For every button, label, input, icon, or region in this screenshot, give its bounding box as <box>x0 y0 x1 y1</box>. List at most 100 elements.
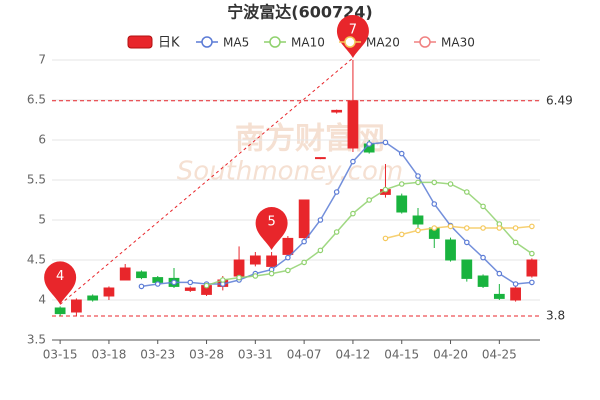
pin-shape <box>44 261 77 305</box>
pin-shape <box>336 15 369 58</box>
ma-point <box>268 270 275 277</box>
x-tick-label: 03-18 <box>91 348 126 362</box>
legend-marker <box>269 36 281 48</box>
ma-point <box>398 231 405 238</box>
candle-body <box>396 195 408 213</box>
ma-point <box>480 225 486 231</box>
y-tick-label: 6 <box>38 133 46 147</box>
ma-point <box>252 273 259 279</box>
x-tick-label: 04-20 <box>433 348 468 362</box>
ma-point <box>431 225 438 231</box>
candle-body <box>282 237 294 255</box>
pin-label: 7 <box>349 23 357 38</box>
pin-label: 5 <box>267 215 275 230</box>
watermark: Southmoney.com <box>177 157 403 187</box>
ma-point <box>350 210 356 217</box>
x-tick-label: 04-07 <box>287 348 322 362</box>
candle-body <box>477 275 489 287</box>
ma-point <box>496 270 503 277</box>
ma-point <box>529 279 535 286</box>
candle-body <box>347 100 359 149</box>
legend-marker <box>419 36 431 48</box>
ma-point <box>480 254 486 261</box>
candle-body <box>461 259 473 279</box>
y-tick-label: 4.5 <box>27 253 46 267</box>
candle-body <box>184 287 196 291</box>
x-tick-label: 04-25 <box>482 348 517 362</box>
watermark: 南方财富网 <box>235 122 385 157</box>
candle-body <box>136 271 147 279</box>
ma-point <box>171 279 177 286</box>
ma-point <box>382 235 389 242</box>
ma-point <box>317 217 324 223</box>
ma-point <box>512 225 519 231</box>
candle-body <box>266 255 277 267</box>
y-tick-label: 5.5 <box>27 173 46 187</box>
ma-point <box>447 223 454 230</box>
y-tick-label: 7 <box>38 53 46 67</box>
legend-marker <box>201 36 213 48</box>
pin-label: 4 <box>56 269 64 284</box>
ma-point <box>317 247 324 254</box>
ma-point <box>496 225 503 231</box>
ma-point <box>285 254 291 261</box>
x-tick-label: 03-15 <box>43 348 78 362</box>
legend-label: MA30 <box>441 36 475 50</box>
ma-point <box>480 203 486 210</box>
ma-point <box>415 173 421 179</box>
x-tick-label: 04-12 <box>335 348 370 362</box>
ma-point <box>285 267 291 274</box>
x-tick-label: 04-15 <box>384 348 419 362</box>
candle-body <box>54 307 66 315</box>
candle-body <box>103 287 115 297</box>
ma-point <box>301 259 307 266</box>
pin-shape <box>255 207 288 250</box>
legend-swatch <box>127 35 153 49</box>
legend-label: MA5 <box>223 36 249 50</box>
ma-point <box>463 225 470 231</box>
ma-point <box>236 274 242 281</box>
pin: 4 <box>44 261 77 305</box>
pin-connector <box>59 57 354 305</box>
chart-title: 宁波富达(600724) <box>227 3 372 22</box>
ma-point <box>431 179 438 186</box>
candle-body <box>233 259 245 277</box>
candle-body <box>331 109 343 113</box>
pin: 7 <box>336 15 369 58</box>
legend-label: MA20 <box>366 36 400 50</box>
ma-point <box>398 181 405 187</box>
x-tick-label: 03-23 <box>140 348 175 362</box>
legend-label: MA10 <box>291 36 325 50</box>
reference-label: 3.8 <box>546 309 565 323</box>
pin: 5 <box>255 207 288 250</box>
ma-point <box>366 197 373 203</box>
ma-point <box>398 150 405 157</box>
ma-point <box>154 281 161 287</box>
candle-body <box>412 215 424 225</box>
ma-point <box>529 250 535 257</box>
candle-body <box>445 239 456 261</box>
candle-body <box>510 287 521 301</box>
candle-body <box>119 267 131 281</box>
candle-body <box>249 255 261 265</box>
legend-label: 日K <box>158 36 180 51</box>
reference-label: 6.49 <box>546 93 573 107</box>
ma-point <box>431 201 438 207</box>
ma-point <box>301 238 307 245</box>
ma-point <box>415 179 421 186</box>
ma-point <box>333 189 340 195</box>
ma-point <box>415 227 421 234</box>
ma-point <box>512 239 519 246</box>
ma-line <box>385 225 532 240</box>
ma-point <box>463 239 470 246</box>
ma-point <box>529 223 535 230</box>
x-tick-label: 03-31 <box>238 348 273 362</box>
ma-point <box>447 181 454 187</box>
y-tick-label: 4 <box>38 293 46 307</box>
y-tick-label: 5 <box>38 213 46 227</box>
candle-body <box>71 299 82 313</box>
candle-body <box>298 199 310 239</box>
y-tick-label: 6.5 <box>27 93 46 107</box>
candle-body <box>315 157 326 160</box>
ma-point <box>350 158 356 165</box>
